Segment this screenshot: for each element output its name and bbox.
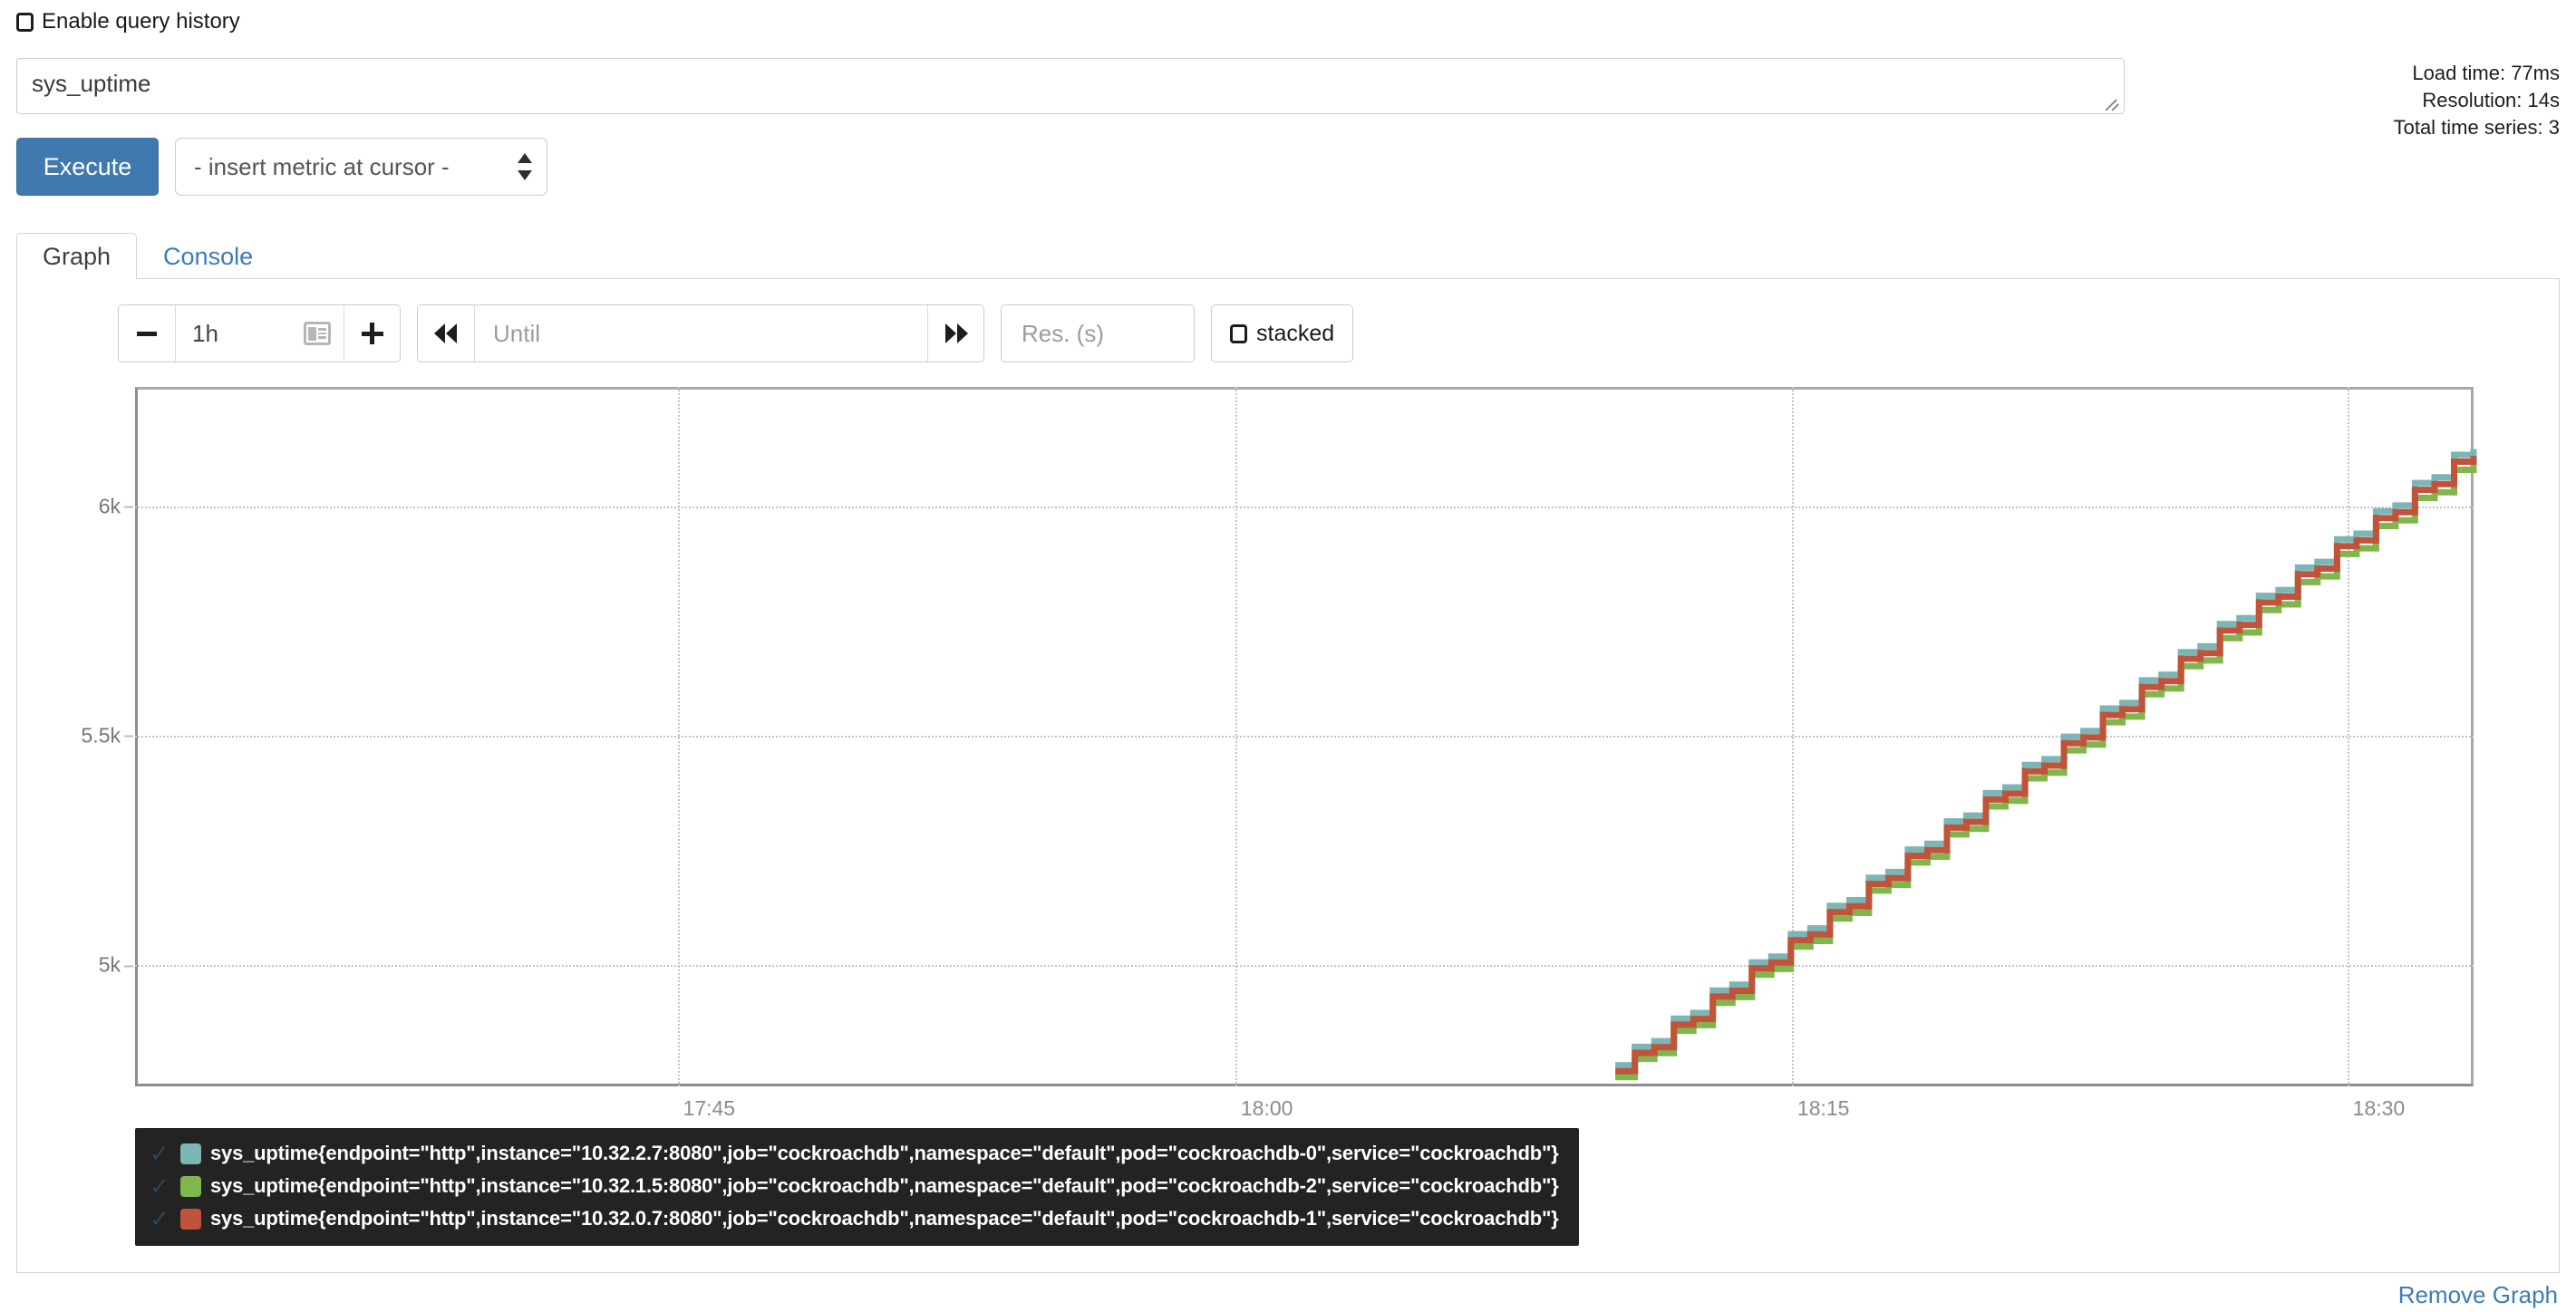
view-tabs: Graph Console (16, 225, 2560, 280)
x-axis-tick-label: 18:30 (2352, 1096, 2406, 1120)
gridline-horizontal (135, 506, 2474, 508)
legend-color-swatch (180, 1175, 201, 1197)
step-forward-button[interactable] (927, 305, 983, 362)
resolution-text: Resolution: 14s (2422, 88, 2560, 111)
legend-item[interactable]: ✓ sys_uptime{endpoint="http",instance="10… (148, 1170, 1559, 1202)
legend-check-icon[interactable]: ✓ (150, 1140, 169, 1167)
time-navigation-group: Until (417, 304, 984, 362)
insert-metric-select-value: - insert metric at cursor - (194, 152, 450, 180)
stacked-toggle[interactable]: stacked (1211, 304, 1354, 362)
remove-graph-link[interactable]: Remove Graph (2397, 1281, 2558, 1308)
series-layer (1615, 449, 2477, 1081)
tab-graph[interactable]: Graph (16, 233, 138, 280)
gridline-horizontal (135, 965, 2474, 968)
x-axis-tick-label: 18:15 (1796, 1096, 1850, 1120)
x-axis-tick-label: 18:00 (1240, 1096, 1293, 1120)
legend-item[interactable]: ✓ sys_uptime{endpoint="http",instance="10… (148, 1202, 1559, 1235)
insert-metric-select[interactable]: - insert metric at cursor - (175, 138, 547, 196)
y-axis-tick-label: 5.5k (81, 723, 134, 748)
enable-query-history-row[interactable]: Enable query history (16, 11, 240, 33)
enable-query-history-label: Enable query history (42, 9, 240, 34)
resolution-input[interactable]: Res. (s) (1001, 304, 1195, 362)
legend-check-icon[interactable]: ✓ (150, 1205, 169, 1232)
legend-item[interactable]: ✓ sys_uptime{endpoint="http",instance="10… (148, 1137, 1559, 1170)
y-axis-tick-label: 5k (98, 952, 134, 977)
total-time-series-text: Total time series: 3 (2393, 115, 2560, 139)
gridline-horizontal (135, 735, 2474, 738)
expression-input-wrapper (16, 58, 2125, 114)
y-axis-tick-label: 6k (98, 494, 134, 518)
legend-series-label: sys_uptime{endpoint="http",instance="10.… (210, 1142, 1559, 1164)
graph-controls-toolbar: 1h Until Res. (s) stacked (118, 304, 1354, 362)
stacked-checkbox[interactable] (1230, 323, 1247, 343)
legend-series-label: sys_uptime{endpoint="http",instance="10.… (210, 1174, 1559, 1197)
legend-color-swatch (180, 1208, 201, 1230)
x-axis-tick-label: 17:45 (683, 1096, 736, 1120)
rewind-icon (434, 323, 458, 343)
series-line (1615, 449, 2477, 1069)
legend-check-icon[interactable]: ✓ (150, 1172, 169, 1200)
stacked-label: stacked (1256, 320, 1335, 346)
graph-panel (16, 279, 2560, 1273)
tab-console[interactable]: Console (163, 243, 254, 270)
legend-color-swatch (180, 1143, 201, 1164)
gridline-vertical (1235, 387, 1237, 1086)
expression-input[interactable] (16, 58, 2125, 114)
vcard-icon (304, 322, 331, 345)
load-time-text: Load time: 77ms (2412, 62, 2560, 84)
execute-button[interactable]: Execute (16, 138, 159, 196)
gridline-vertical (677, 387, 680, 1086)
range-input-value: 1h (192, 319, 218, 347)
decrease-range-button[interactable] (119, 305, 175, 362)
legend-series-label: sys_uptime{endpoint="http",instance="10.… (210, 1207, 1559, 1230)
until-input[interactable]: Until (474, 305, 927, 362)
step-backward-button[interactable] (418, 305, 474, 362)
graph-legend: ✓ sys_uptime{endpoint="http",instance="10… (135, 1128, 1579, 1246)
increase-range-button[interactable] (344, 305, 400, 362)
enable-query-history-checkbox[interactable] (16, 12, 34, 32)
fast-forward-icon (944, 323, 968, 343)
execute-row: Execute - insert metric at cursor - (16, 138, 547, 196)
gridline-vertical (1791, 387, 1794, 1086)
chevron-updown-icon (518, 151, 532, 182)
gridline-vertical (2347, 387, 2349, 1086)
range-input[interactable]: 1h (175, 305, 344, 362)
graph-chart: 5k 5.5k 6k 17:45 18:00 18:15 18:30 (82, 387, 2477, 1120)
series-line (1615, 456, 2477, 1075)
query-stats: Load time: 77ms Resolution: 14s Total ti… (2394, 60, 2560, 141)
range-input-group: 1h (118, 304, 401, 362)
